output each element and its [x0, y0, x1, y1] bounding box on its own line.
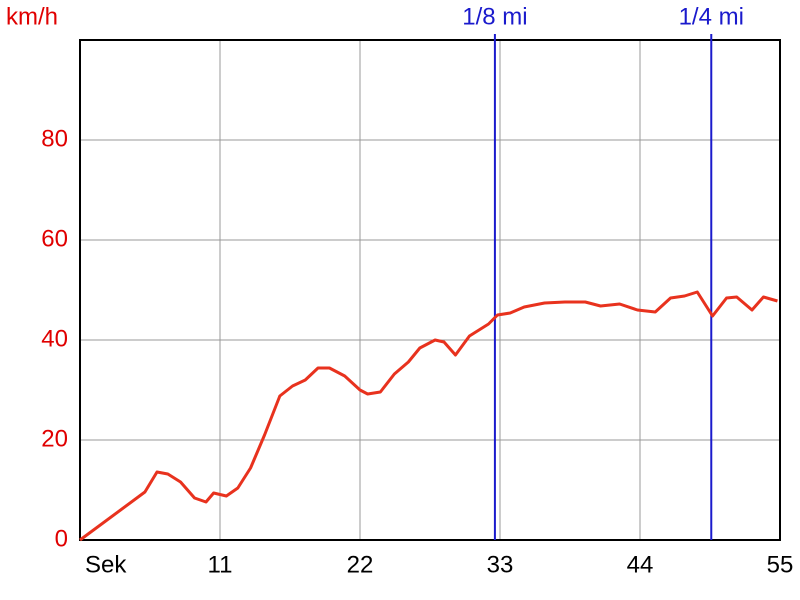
plot-frame: [79, 39, 781, 541]
distance-marker-label: 1/4 mi: [679, 3, 744, 30]
y-tick-label: 0: [55, 525, 68, 552]
y-tick-label: 60: [41, 225, 68, 252]
x-tick-label: 22: [347, 551, 374, 578]
data-line: [79, 290, 778, 542]
x-tick-label: 11: [208, 551, 233, 578]
y-axis-label: km/h: [6, 3, 58, 30]
y-tick-label: 20: [41, 425, 68, 452]
x-tick-label: 44: [627, 551, 654, 578]
distance-marker-label: 1/8 mi: [462, 3, 527, 30]
x-tick-label: 33: [487, 551, 514, 578]
y-tick-label: 40: [41, 325, 68, 352]
y-tick-label: 80: [41, 125, 68, 152]
x-tick-label: Sek: [85, 551, 127, 578]
x-tick-label: 55: [767, 551, 794, 578]
